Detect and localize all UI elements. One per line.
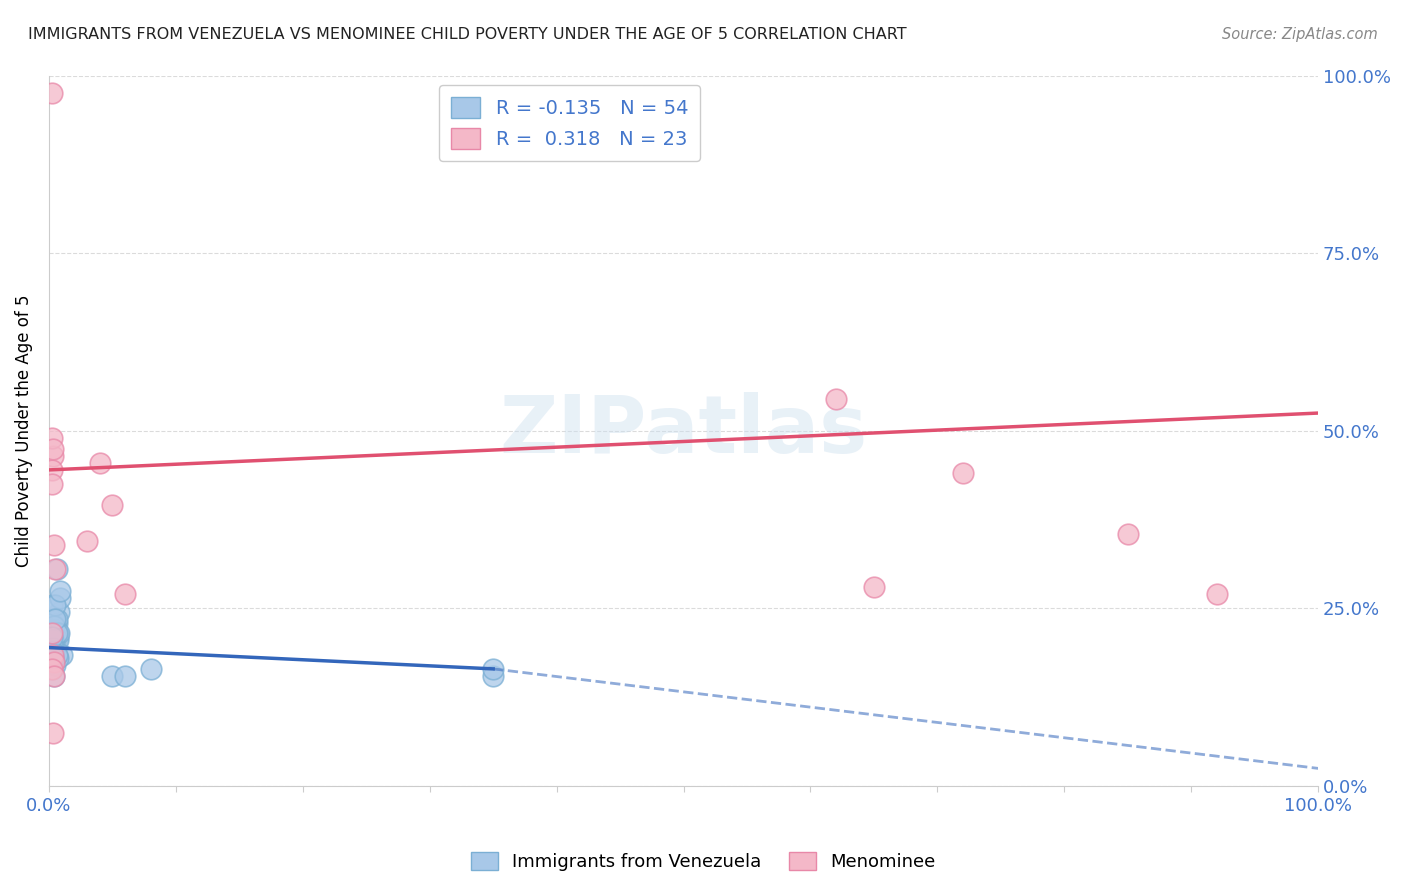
Point (49, 583, 72, 598)
Point (952, 467, 974, 481)
Point (45, 562, 67, 576)
Point (41, 598, 63, 612)
Point (41, 648, 63, 662)
Point (46, 626, 69, 640)
Point (41, 477, 63, 491)
Point (44, 562, 66, 576)
Point (41, 662, 63, 676)
Point (44, 637, 66, 651)
Point (46, 633, 69, 648)
Point (41, 626, 63, 640)
Point (46, 630, 69, 644)
Point (42, 644, 65, 658)
Point (39, 637, 62, 651)
Point (42, 640, 65, 655)
Point (42, 655, 65, 669)
Point (1116, 527, 1139, 541)
Point (42, 619, 65, 633)
Point (42, 626, 65, 640)
Point (45, 648, 67, 662)
Point (114, 587, 136, 601)
Point (42, 640, 65, 655)
Text: Source: ZipAtlas.com: Source: ZipAtlas.com (1222, 27, 1378, 42)
Point (42, 637, 65, 651)
Point (42, 655, 65, 669)
Point (101, 669, 124, 683)
Point (482, 662, 505, 676)
Point (44, 619, 66, 633)
Point (49, 591, 72, 605)
Point (824, 392, 846, 406)
Point (42, 442, 65, 456)
Point (114, 669, 136, 683)
Point (41, 463, 63, 477)
Legend: R = -0.135   N = 54, R =  0.318   N = 23: R = -0.135 N = 54, R = 0.318 N = 23 (440, 86, 700, 161)
Point (44, 598, 66, 612)
Point (42, 537, 65, 551)
Point (42, 669, 65, 683)
Point (41, 662, 63, 676)
Point (42, 637, 65, 651)
Text: ZIPatlas: ZIPatlas (499, 392, 868, 470)
Point (42, 669, 65, 683)
Point (42, 612, 65, 626)
Point (42, 449, 65, 463)
Point (1205, 587, 1227, 601)
Point (482, 669, 505, 683)
Point (42, 633, 65, 648)
Point (42, 637, 65, 651)
Point (41, 87, 63, 101)
Point (44, 619, 66, 633)
Point (41, 431, 63, 445)
Point (45, 626, 67, 640)
Point (42, 648, 65, 662)
Point (89, 456, 111, 470)
Point (42, 651, 65, 665)
Point (42, 640, 65, 655)
Point (42, 648, 65, 662)
Point (41, 640, 63, 655)
Point (45, 615, 67, 630)
Point (51, 648, 73, 662)
Point (44, 612, 66, 626)
Point (139, 662, 162, 676)
Point (46, 651, 69, 665)
Text: IMMIGRANTS FROM VENEZUELA VS MENOMINEE CHILD POVERTY UNDER THE AGE OF 5 CORRELAT: IMMIGRANTS FROM VENEZUELA VS MENOMINEE C… (28, 27, 907, 42)
Point (76, 533, 98, 548)
Point (42, 651, 65, 665)
Point (42, 655, 65, 669)
Point (42, 644, 65, 658)
Point (48, 626, 70, 640)
Point (44, 623, 66, 637)
Point (48, 605, 70, 619)
Point (101, 499, 124, 513)
Point (44, 658, 66, 673)
Legend: Immigrants from Venezuela, Menominee: Immigrants from Venezuela, Menominee (464, 845, 942, 879)
Y-axis label: Child Poverty Under the Age of 5: Child Poverty Under the Age of 5 (15, 294, 32, 567)
Point (863, 580, 886, 594)
Point (42, 726, 65, 740)
Point (42, 651, 65, 665)
Point (41, 644, 63, 658)
Point (41, 630, 63, 644)
Point (45, 612, 67, 626)
Point (41, 633, 63, 648)
Point (42, 633, 65, 648)
